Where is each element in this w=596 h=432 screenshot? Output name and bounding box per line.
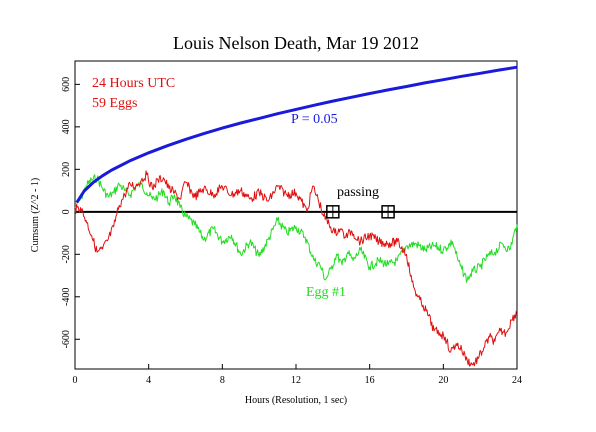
y-axis-label: Cumsum (Z^2 - 1) xyxy=(30,178,41,252)
x-tick-label: 16 xyxy=(365,375,375,386)
egg1-line xyxy=(74,174,518,283)
series-label-p05: P = 0.05 xyxy=(291,112,338,127)
x-tick-label: 0 xyxy=(73,375,78,386)
p05-envelope-line xyxy=(75,65,518,204)
x-axis-label: Hours (Resolution, 1 sec) xyxy=(245,395,347,406)
chart-title: Louis Nelson Death, Mar 19 2012 xyxy=(173,33,419,53)
y-tick-label: 400 xyxy=(61,119,72,134)
passing-marker xyxy=(381,205,395,219)
x-tick-label: 4 xyxy=(146,375,151,386)
y-tick-label: 0 xyxy=(61,209,72,214)
x-tick-label: 8 xyxy=(220,375,225,386)
hours-utc-annotation: 24 Hours UTC xyxy=(92,76,175,91)
y-tick-label: -600 xyxy=(61,330,72,348)
series-label-egg1: Egg #1 xyxy=(306,285,346,300)
passing-markers xyxy=(326,205,395,219)
passing-annotation: passing xyxy=(337,185,379,200)
x-tick-label: 12 xyxy=(291,375,301,386)
x-tick-label: 24 xyxy=(512,375,522,386)
plot-frame xyxy=(74,60,518,370)
y-tick-label: 200 xyxy=(61,162,72,177)
series-layer xyxy=(74,65,518,367)
x-axis: 0 4 8 12 16 20 24 xyxy=(73,364,522,386)
eggs-annotation: 59 Eggs xyxy=(92,96,138,111)
y-tick-label: -200 xyxy=(61,245,72,263)
x-tick-label: 20 xyxy=(438,375,448,386)
y-tick-label: -400 xyxy=(61,288,72,306)
passing-marker xyxy=(326,205,340,219)
cumdev-line xyxy=(74,170,518,367)
y-tick-label: 600 xyxy=(61,77,72,92)
